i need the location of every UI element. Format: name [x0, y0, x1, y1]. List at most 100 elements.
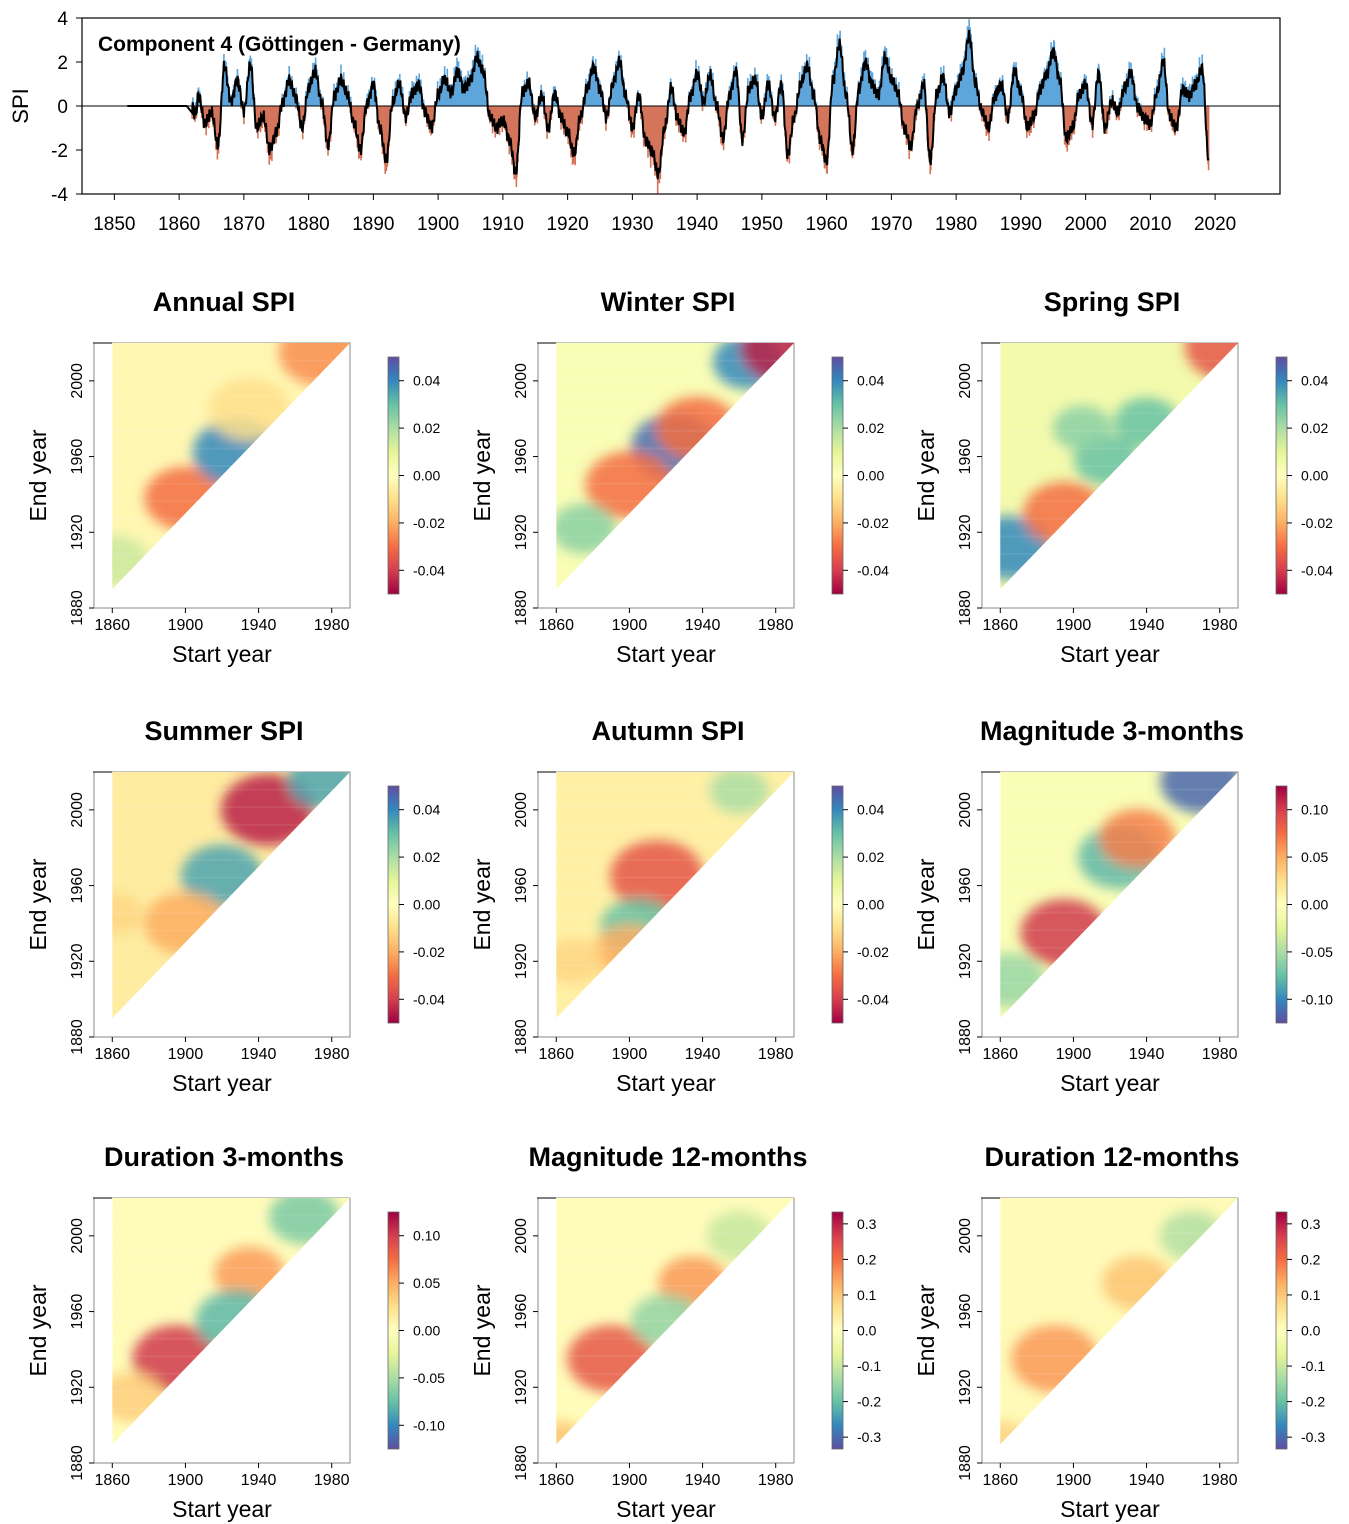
heatmap-panel: Summer SPI 1860 1900 1940 1980 1880 1920 1960 20… [25, 716, 445, 1096]
panel-xtick-label: 1980 [1202, 1046, 1238, 1063]
colorbar-tick-label: 0.02 [857, 849, 884, 865]
panel-xlabel: Start year [1060, 1496, 1160, 1522]
timeseries-ytick-label: -2 [51, 141, 68, 162]
panel-xtick-label: 1980 [758, 1046, 794, 1063]
timeseries-xtick-label: 2000 [1064, 214, 1106, 235]
timeseries-xtick-label: 1920 [546, 214, 588, 235]
timeseries-ytick-label: 2 [57, 53, 68, 74]
colorbar-tick-label: -0.04 [857, 991, 889, 1007]
panel-ytick-label: 1920 [957, 514, 974, 550]
panel-xtick-label: 1940 [1129, 617, 1165, 634]
panel-xtick-label: 1860 [982, 1046, 1018, 1063]
timeseries-xtick-label: 1870 [223, 214, 265, 235]
timeseries-ytick-label: -4 [51, 185, 68, 206]
colorbar-tick-label: 0.1 [1301, 1287, 1321, 1303]
panel-title: Winter SPI [601, 287, 736, 317]
panel-ytick-label: 2000 [69, 363, 86, 399]
timeseries-ylabel: SPI [8, 88, 33, 123]
timeseries-ytick-label: 0 [57, 97, 68, 118]
panel-ytick-label: 1880 [69, 1019, 86, 1055]
colorbar-tick-label: 0.3 [1301, 1216, 1321, 1232]
colorbar-tick-label: -0.2 [1301, 1394, 1325, 1410]
colorbar-tick-label: 0.2 [1301, 1251, 1321, 1267]
colorbar-tick-label: 0.2 [857, 1251, 877, 1267]
colorbar [387, 356, 400, 595]
colorbar-tick-label: -0.04 [1301, 562, 1333, 578]
panel-ytick-label: 1880 [957, 1019, 974, 1055]
timeseries-xtick-label: 1960 [805, 214, 847, 235]
colorbar-tick-label: 0.02 [857, 420, 884, 436]
panel-ytick-label: 1920 [513, 943, 530, 979]
heatmap-blob [1099, 808, 1176, 868]
panel-title: Annual SPI [153, 287, 296, 317]
panel-title: Autumn SPI [592, 716, 745, 746]
panel-xlabel: Start year [172, 641, 272, 667]
panel-ytick-label: 2000 [513, 792, 530, 828]
heatmap-blob [709, 772, 769, 814]
panel-xtick-label: 1980 [1202, 1472, 1238, 1489]
timeseries-title: Component 4 (Göttingen - Germany) [98, 33, 461, 56]
colorbar-tick-label: 0.04 [857, 373, 884, 389]
panel-xtick-label: 1900 [612, 1046, 648, 1063]
colorbar-tick-label: 0.00 [857, 897, 884, 913]
panel-xtick-label: 1980 [314, 617, 350, 634]
panel-ytick-label: 1960 [69, 439, 86, 475]
colorbar [387, 785, 400, 1024]
panel-ytick-label: 1920 [513, 1369, 530, 1405]
panel-xlabel: Start year [616, 1496, 716, 1522]
colorbar-tick-label: 0.00 [413, 468, 440, 484]
colorbar [831, 1211, 844, 1450]
panel-ytick-label: 1960 [957, 439, 974, 475]
colorbar-tick-label: 0.00 [1301, 468, 1328, 484]
heatmap-panel: Annual SPI 1860 1900 1940 1980 1880 1920 1960 20… [25, 287, 445, 667]
colorbar-tick-label: 0.05 [1301, 849, 1328, 865]
colorbar [831, 785, 844, 1024]
timeseries-xtick-label: 1860 [158, 214, 200, 235]
colorbar [387, 1211, 400, 1450]
panel-xtick-label: 1860 [94, 617, 130, 634]
panel-ytick-label: 2000 [513, 1218, 530, 1254]
panel-xtick-label: 1940 [685, 1046, 721, 1063]
colorbar-tick-label: 0.1 [857, 1287, 877, 1303]
panel-xtick-label: 1900 [168, 1046, 204, 1063]
colorbar-tick-label: -0.10 [1301, 991, 1333, 1007]
heatmap-panel: Duration 12-months 1860 1900 1940 1980 1880 19… [913, 1142, 1325, 1522]
colorbar-tick-label: -0.02 [413, 515, 445, 531]
colorbar-tick-label: 0.00 [413, 1323, 440, 1339]
panel-ylabel: End year [25, 429, 51, 521]
timeseries-line-group [127, 29, 1210, 180]
panel-ytick-label: 2000 [957, 363, 974, 399]
colorbar-tick-label: 0.04 [857, 802, 884, 818]
colorbar [831, 356, 844, 595]
panel-ytick-label: 2000 [957, 1218, 974, 1254]
panel-ytick-label: 1920 [69, 1369, 86, 1405]
panel-title: Duration 12-months [984, 1142, 1239, 1172]
panel-ylabel: End year [25, 1284, 51, 1376]
heatmap-panel: Winter SPI 1860 1900 1940 1980 1880 1920 1960 20… [469, 287, 889, 667]
panel-xtick-label: 1900 [1056, 617, 1092, 634]
panel-xtick-label: 1900 [1056, 1046, 1092, 1063]
panel-xtick-label: 1860 [94, 1472, 130, 1489]
panel-title: Summer SPI [144, 716, 303, 746]
heatmap-panel: Magnitude 12-months 1860 1900 1940 1980 1880 1… [469, 1142, 881, 1522]
panel-ylabel: End year [469, 858, 495, 950]
timeseries-xtick-label: 2010 [1129, 214, 1171, 235]
colorbar [1275, 356, 1288, 595]
panel-ytick-label: 1920 [957, 1369, 974, 1405]
heatmap-blob [1184, 343, 1238, 381]
panel-ylabel: End year [913, 1284, 939, 1376]
heatmap-panels: Annual SPI 1860 1900 1940 1980 1880 1920 1960 20… [25, 287, 1333, 1522]
heatmap-panel: Spring SPI 1860 1900 1940 1980 1880 1920 1960 20… [913, 287, 1333, 667]
panel-title: Duration 3-months [104, 1142, 344, 1172]
panel-ytick-label: 1960 [69, 1294, 86, 1330]
timeseries-xtick-label: 1910 [482, 214, 524, 235]
panel-ylabel: End year [469, 429, 495, 521]
spi-timeseries-chart: Component 4 (Göttingen - Germany) SPI 4 2… [8, 9, 1281, 235]
colorbar-tick-label: -0.3 [1301, 1429, 1325, 1445]
colorbar-tick-label: 0.02 [413, 849, 440, 865]
panel-xtick-label: 1900 [1056, 1472, 1092, 1489]
panel-xtick-label: 1860 [94, 1046, 130, 1063]
panel-ytick-label: 1880 [513, 1445, 530, 1481]
timeseries-xtick-label: 1980 [935, 214, 977, 235]
panel-xtick-label: 1940 [241, 1472, 277, 1489]
